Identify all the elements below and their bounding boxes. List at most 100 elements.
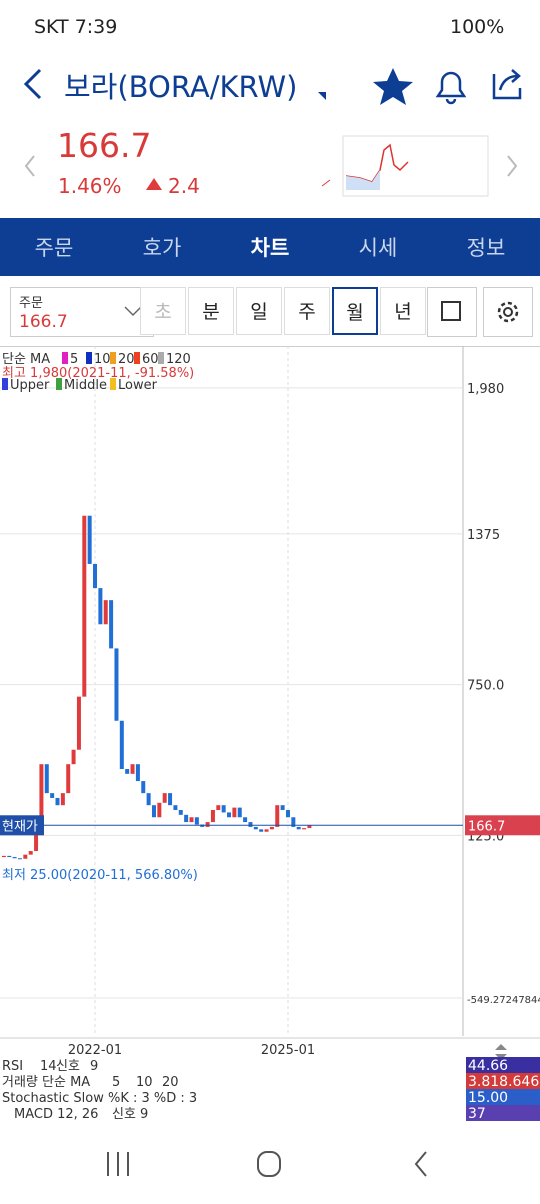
ma-period: 10 xyxy=(94,352,111,367)
candle-body xyxy=(76,696,81,750)
market-title: 보라(BORA/KRW) xyxy=(64,70,298,104)
candle-body xyxy=(34,822,39,852)
period-button[interactable]: 년 xyxy=(380,287,426,335)
candle-body xyxy=(259,829,264,832)
macd-text: MACD 12, 26 xyxy=(14,1107,98,1122)
ma-period: 20 xyxy=(118,352,135,367)
candle-body xyxy=(1,855,6,858)
ma-period: 60 xyxy=(142,352,159,367)
candle-body xyxy=(7,855,12,858)
candle-body xyxy=(44,764,49,794)
volume-text: 거래량 단순 MA xyxy=(2,1075,90,1090)
order-box[interactable]: 주문 166.7 xyxy=(10,287,154,337)
period-button[interactable]: 월 xyxy=(332,287,378,335)
period-button[interactable]: 분 xyxy=(188,287,234,335)
candle-body xyxy=(28,851,33,855)
candle-body xyxy=(248,822,253,827)
candle-body xyxy=(151,805,156,818)
rsi-text: RSI xyxy=(2,1059,23,1074)
candle-body xyxy=(66,764,71,794)
last-price: 166.7 xyxy=(57,126,152,165)
candle-body xyxy=(162,793,167,803)
candle-body xyxy=(168,793,173,806)
volume-text: 20 xyxy=(162,1075,179,1090)
candle-body xyxy=(114,648,119,721)
band-swatch xyxy=(2,378,8,390)
ma-label: 단순 MA xyxy=(2,352,50,367)
candle-body xyxy=(264,829,269,832)
period-button[interactable]: 초 xyxy=(140,287,186,335)
tab-bar: 주문 호가 차트 시세 정보 xyxy=(0,218,540,276)
header-icons xyxy=(23,68,522,197)
ma-swatch xyxy=(110,352,116,364)
indicator-value-bg xyxy=(466,1089,540,1105)
candle-body xyxy=(243,817,248,823)
candle-body xyxy=(173,805,178,811)
candle-body xyxy=(205,822,210,827)
status-time: SKT 7:39 xyxy=(34,16,118,38)
change-pct: 1.46% xyxy=(58,174,122,198)
rsi-text: 신호 xyxy=(56,1059,80,1074)
candle-body xyxy=(130,764,135,774)
draw-button[interactable] xyxy=(427,287,477,337)
gear-icon xyxy=(497,301,519,323)
candle-body xyxy=(157,802,162,818)
candle-body xyxy=(221,805,226,813)
y-tick-label: -549.27247844 xyxy=(467,995,540,1006)
candle-body xyxy=(307,825,312,829)
rsi-text: 14 xyxy=(40,1059,57,1074)
macd-text: 신호 9 xyxy=(112,1107,148,1122)
candle-body xyxy=(141,781,146,794)
candle-body xyxy=(194,817,199,825)
candle-body xyxy=(227,812,232,818)
nav-icons xyxy=(107,1151,427,1177)
volume-text: 5 xyxy=(112,1075,120,1090)
indicator-value: 37 xyxy=(468,1106,486,1122)
indicator-value-bg xyxy=(466,1073,540,1089)
candle-body xyxy=(71,749,76,765)
candle-body xyxy=(280,805,285,811)
ma-swatch xyxy=(134,352,140,364)
x-tick-label: 2025-01 xyxy=(261,1043,315,1058)
current-value: 166.7 xyxy=(468,819,505,834)
order-value: 166.7 xyxy=(19,312,68,332)
y-tick-label: 750.0 xyxy=(467,679,504,694)
period-button[interactable]: 일 xyxy=(236,287,282,335)
battery: 100% xyxy=(450,16,505,38)
high-note: 최고 1,980(2021-11, -91.58%) xyxy=(2,366,194,381)
stochastic-text: Stochastic Slow %K : 3 %D : 3 xyxy=(2,1091,197,1106)
candle-body xyxy=(302,828,307,830)
candle-body xyxy=(146,793,151,806)
ma-swatch xyxy=(158,352,164,364)
ma-period: 120 xyxy=(166,352,191,367)
tab[interactable]: 주문 xyxy=(34,236,74,260)
candle-body xyxy=(269,826,274,830)
low-note: 최저 25.00(2020-11, 566.80%) xyxy=(2,868,198,883)
settings-button[interactable] xyxy=(483,287,533,337)
band-name: Middle xyxy=(64,378,107,393)
candle-body xyxy=(210,810,215,823)
current-tag xyxy=(465,815,540,836)
candle-body xyxy=(119,720,124,770)
indicator-value: 44.66 xyxy=(468,1058,508,1074)
candle-body xyxy=(253,826,258,830)
candle-body xyxy=(17,858,22,860)
period-button[interactable]: 주 xyxy=(284,287,330,335)
change: 2.4 xyxy=(168,174,200,198)
ma-period: 5 xyxy=(70,352,78,367)
candle-body xyxy=(275,805,280,827)
tab[interactable]: 호가 xyxy=(142,236,182,260)
tab[interactable]: 차트 xyxy=(250,236,290,260)
indicator-value: 15.00 xyxy=(468,1090,508,1106)
candle-body xyxy=(109,600,114,649)
tab[interactable]: 시세 xyxy=(358,236,398,260)
tab[interactable]: 정보 xyxy=(466,236,506,260)
indicator-value: 3.818.646 xyxy=(468,1074,539,1090)
candle-body xyxy=(39,764,44,823)
candle-body xyxy=(82,515,87,697)
band-swatch xyxy=(110,378,116,390)
current-label: 현재가 xyxy=(2,819,38,834)
candle-body xyxy=(12,857,17,859)
